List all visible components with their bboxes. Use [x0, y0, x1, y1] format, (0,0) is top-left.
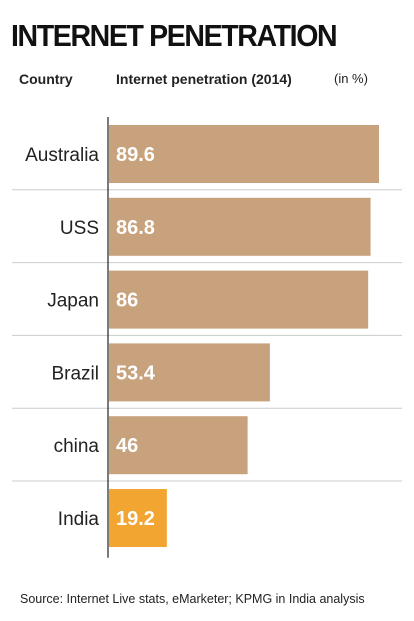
bar — [109, 197, 371, 256]
bar — [109, 416, 248, 475]
value-label: 46 — [116, 435, 138, 457]
value-label: 53.4 — [116, 362, 156, 384]
value-column-header: Internet penetration (2014) — [116, 71, 292, 87]
category-label: USS — [60, 218, 99, 239]
category-label: India — [58, 509, 100, 530]
category-label: Japan — [47, 291, 99, 312]
country-column-header: Country — [19, 71, 73, 87]
value-label: 86.8 — [116, 217, 155, 239]
source-note: Source: Internet Live stats, eMarketer; … — [20, 592, 365, 606]
category-label: Brazil — [51, 363, 99, 384]
unit-label: (in %) — [334, 71, 368, 86]
value-label: 19.2 — [116, 508, 155, 530]
bar — [109, 125, 379, 183]
bar — [109, 343, 270, 402]
category-label: china — [54, 436, 100, 457]
value-label: 86 — [116, 290, 138, 312]
category-label: Australia — [25, 145, 99, 166]
value-label: 89.6 — [116, 144, 155, 166]
bar — [109, 489, 167, 547]
chart-title: INTERNET PENETRATION — [11, 18, 338, 53]
bar — [109, 270, 369, 329]
